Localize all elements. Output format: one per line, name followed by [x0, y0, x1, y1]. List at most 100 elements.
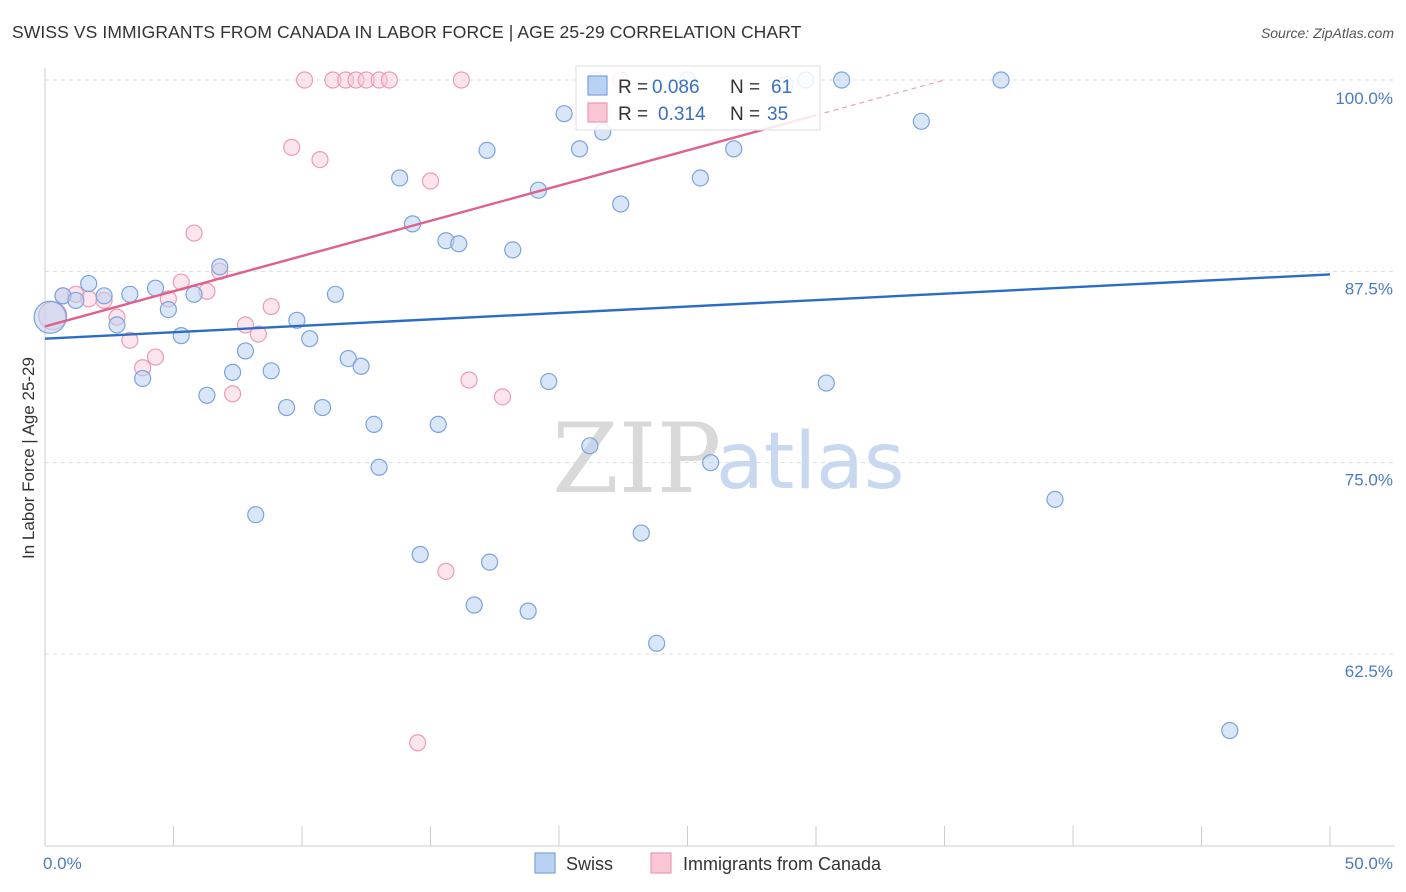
- swiss-point: [288, 311, 306, 329]
- legend-swiss-label: Swiss: [566, 854, 613, 874]
- canada-point: [283, 138, 301, 156]
- swiss-point: [478, 141, 496, 160]
- swiss-point: [365, 415, 383, 433]
- legend-swiss-swatch: [534, 852, 556, 874]
- canada-point: [249, 325, 267, 343]
- swiss-point: [465, 596, 483, 614]
- swiss-point: [429, 415, 447, 433]
- y-tick-label: 62.5%: [1345, 662, 1393, 681]
- swiss-point: [632, 524, 650, 542]
- stats-canada-swatch: [587, 102, 608, 123]
- canada-point: [421, 172, 440, 190]
- y-tick-label: 100.0%: [1335, 89, 1393, 108]
- legend-canada-swatch: [650, 852, 672, 874]
- canada-point: [121, 331, 139, 349]
- stats-canada-r-label: R =: [618, 104, 648, 125]
- stats-canada-n-label: N =: [730, 104, 760, 125]
- canada-point: [146, 348, 165, 366]
- swiss-point: [121, 285, 139, 303]
- swiss-point: [648, 634, 666, 652]
- series-swiss-points: [33, 71, 1239, 740]
- swiss-point: [519, 602, 537, 620]
- swiss-point: [540, 372, 558, 391]
- swiss-point: [277, 398, 296, 417]
- swiss-point: [391, 169, 409, 187]
- swiss-point: [67, 291, 85, 310]
- canada-point: [324, 71, 342, 89]
- stats-swiss-n-label: N =: [730, 77, 760, 98]
- canada-point: [380, 71, 398, 89]
- canada-point: [357, 71, 375, 89]
- canada-point: [311, 150, 329, 169]
- swiss-point: [411, 545, 429, 564]
- swiss-point: [134, 369, 152, 388]
- x-tick-label-max: 50.0%: [1345, 854, 1393, 873]
- x-tick-labels: 0.0% 50.0%: [43, 854, 1393, 873]
- trend-lines: [44, 79, 1331, 340]
- swiss-point: [159, 301, 177, 319]
- swiss-point: [370, 458, 388, 476]
- swiss-point: [1221, 721, 1239, 740]
- swiss-point: [339, 349, 357, 368]
- swiss-point: [817, 374, 835, 392]
- watermark-zip: ZIP: [552, 403, 721, 515]
- stats-swiss-r-value: 0.086: [652, 77, 700, 98]
- swiss-point: [570, 140, 589, 158]
- swiss-point: [172, 327, 190, 345]
- swiss-point: [612, 195, 630, 213]
- swiss-point: [95, 287, 113, 305]
- canada-point: [185, 224, 203, 242]
- canada-trend-line-extension: [815, 79, 945, 116]
- series-canada-points: [38, 71, 630, 752]
- swiss-point: [262, 362, 280, 380]
- y-tick-label: 75.0%: [1345, 471, 1393, 490]
- canada-point: [262, 297, 280, 316]
- canada-point: [493, 388, 512, 406]
- swiss-point: [581, 437, 599, 455]
- swiss-point: [313, 398, 332, 417]
- stats-swiss-r-label: R =: [618, 77, 648, 98]
- swiss-point: [108, 316, 126, 334]
- swiss-point: [33, 300, 67, 334]
- stats-swiss-n-value: 61: [771, 77, 792, 98]
- swiss-point: [833, 71, 851, 89]
- swiss-point: [211, 258, 229, 276]
- swiss-point: [352, 357, 370, 375]
- stats-box-bg: [575, 65, 821, 131]
- swiss-point: [326, 285, 345, 303]
- canada-point: [224, 385, 242, 403]
- legend-canada-label: Immigrants from Canada: [683, 854, 882, 874]
- swiss-point: [80, 274, 98, 293]
- stats-swiss-swatch: [587, 75, 608, 96]
- canada-point: [437, 562, 455, 580]
- swiss-point: [702, 454, 720, 472]
- watermark-atlas: atlas: [716, 417, 905, 507]
- y-tick-label: 87.5%: [1345, 279, 1393, 298]
- canada-trend-line: [44, 114, 817, 328]
- swiss-point: [691, 169, 709, 187]
- swiss-point: [992, 71, 1010, 89]
- swiss-point: [504, 241, 522, 259]
- canada-point: [460, 371, 478, 389]
- legend: Swiss Immigrants from Canada: [534, 852, 882, 874]
- source-label: Source: ZipAtlas.com: [1260, 25, 1394, 41]
- swiss-point: [481, 553, 499, 571]
- canada-point: [295, 71, 314, 89]
- axes: [44, 68, 1395, 847]
- swiss-point: [912, 112, 930, 130]
- swiss-point: [450, 235, 468, 253]
- grid-lines: [45, 79, 1395, 655]
- canada-point: [409, 734, 427, 752]
- stats-box: R = 0.086 N = 61 R = 0.314 N = 35: [575, 65, 821, 131]
- x-tick-label-min: 0.0%: [43, 854, 82, 873]
- watermark: ZIP atlas: [552, 403, 905, 515]
- swiss-point: [725, 140, 743, 158]
- stats-canada-n-value: 35: [767, 104, 788, 125]
- swiss-point: [555, 105, 573, 123]
- stats-canada-r-value: 0.314: [658, 104, 706, 125]
- chart-title: SWISS VS IMMIGRANTS FROM CANADA IN LABOR…: [12, 22, 802, 42]
- swiss-point: [185, 285, 203, 303]
- swiss-point: [236, 342, 255, 360]
- swiss-point: [198, 386, 216, 404]
